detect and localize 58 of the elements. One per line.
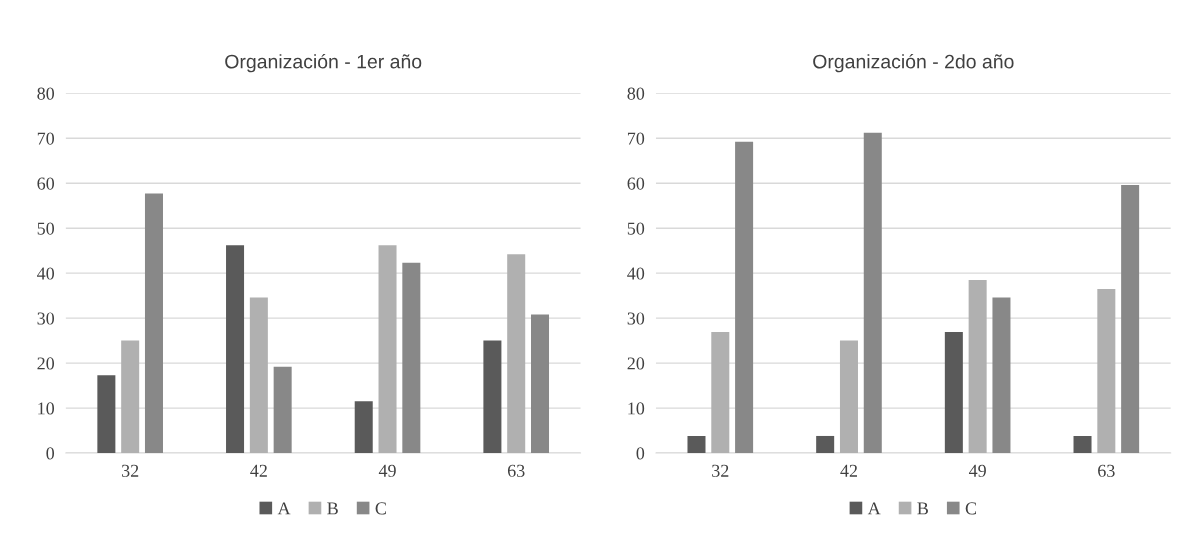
y-tick-label: 80 — [37, 87, 55, 100]
y-tick-label: 40 — [627, 267, 645, 280]
bar — [1097, 288, 1116, 454]
bar — [378, 245, 397, 454]
x-tick-label: 42 — [250, 464, 267, 477]
legend-label: A — [277, 502, 291, 515]
bar — [354, 401, 373, 454]
x-tick-label: 32 — [712, 464, 729, 477]
bar — [249, 297, 268, 454]
y-tick-label: 70 — [37, 132, 55, 145]
bar — [735, 141, 754, 454]
y-tick-label: 20 — [627, 357, 645, 370]
y-tick-label: 30 — [627, 312, 645, 325]
bar — [144, 193, 163, 454]
y-tick-label: 70 — [627, 132, 645, 145]
legend-label: C — [965, 502, 977, 515]
bar — [121, 340, 140, 454]
x-tick-label: 32 — [122, 464, 139, 477]
bar — [1121, 185, 1140, 454]
bar — [839, 340, 858, 454]
bar — [863, 132, 882, 454]
bar — [97, 375, 116, 454]
y-tick-label: 60 — [37, 177, 55, 190]
bar — [1073, 435, 1092, 454]
y-tick-label: 40 — [37, 267, 55, 280]
bar — [711, 332, 730, 454]
bar — [507, 254, 526, 454]
bar — [944, 332, 963, 454]
bar — [483, 340, 502, 454]
y-tick-label: 80 — [627, 87, 645, 100]
bar — [402, 262, 421, 454]
y-tick-label: 50 — [627, 222, 645, 235]
chart-title: Organización - 1er año — [225, 53, 422, 73]
legend-label: A — [867, 502, 881, 515]
y-tick-label: 0 — [636, 447, 645, 460]
y-tick-label: 10 — [38, 402, 55, 415]
bar — [816, 435, 835, 454]
y-tick-label: 20 — [37, 357, 55, 370]
x-tick-label: 49 — [378, 464, 396, 477]
bar — [992, 297, 1011, 454]
legend-label: B — [327, 502, 338, 515]
y-tick-label: 60 — [627, 177, 645, 190]
y-tick-label: 50 — [37, 222, 55, 235]
y-tick-label: 10 — [628, 402, 645, 415]
x-tick-label: 49 — [968, 464, 986, 477]
chart-title: Organización - 2do año — [813, 53, 1014, 73]
y-tick-label: 0 — [46, 447, 55, 460]
bar — [687, 435, 706, 454]
x-tick-label: 63 — [1098, 464, 1115, 477]
y-tick-label: 30 — [37, 312, 55, 325]
bar — [531, 314, 550, 454]
bar — [226, 245, 245, 454]
legend-label: B — [917, 502, 928, 515]
bar — [968, 279, 987, 454]
x-tick-label: 63 — [507, 464, 525, 477]
legend-label: C — [375, 502, 386, 515]
bar — [273, 366, 292, 454]
x-tick-label: 42 — [840, 464, 857, 477]
